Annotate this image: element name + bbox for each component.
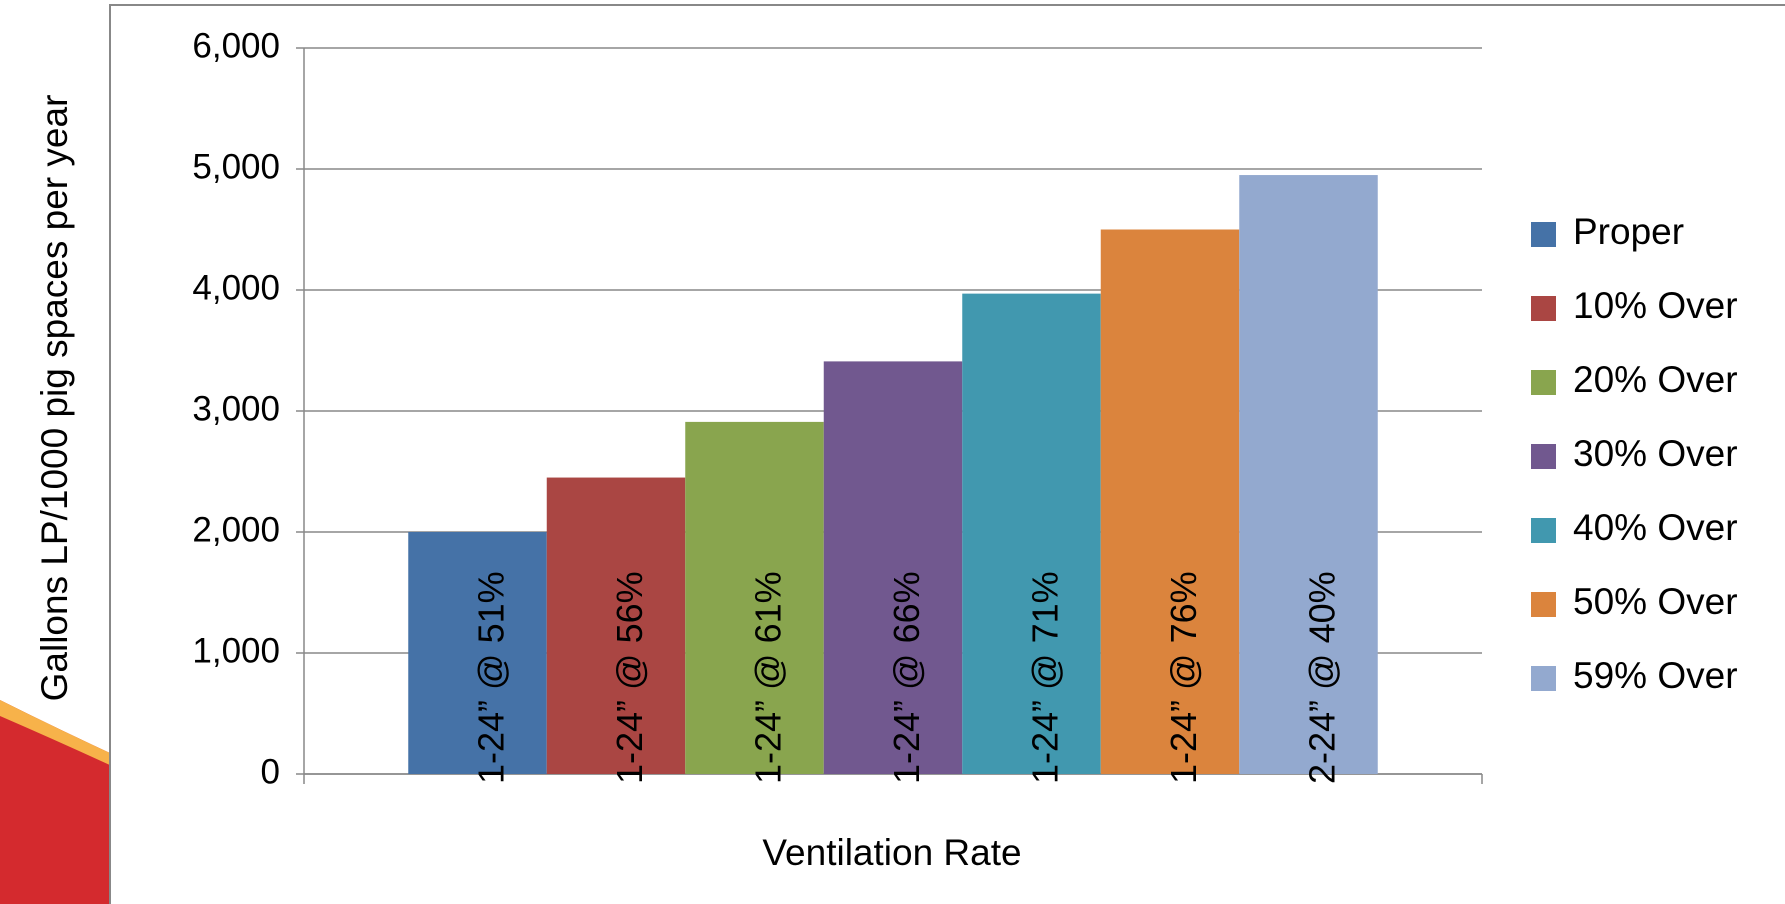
legend-swatch: [1531, 222, 1556, 247]
bar: [1100, 229, 1240, 774]
legend-swatch: [1531, 518, 1556, 543]
bar-annotation: 1-24” @ 76%: [1163, 571, 1204, 784]
bar: [823, 361, 963, 774]
bar: [962, 293, 1101, 774]
bar-annotation: 2-24” @ 40%: [1302, 571, 1343, 784]
legend-label: 20% Over: [1573, 359, 1738, 400]
y-tick-label: 5,000: [192, 147, 280, 186]
bar-annotation: 1-24” @ 71%: [1025, 571, 1066, 784]
y-tick-label: 2,000: [192, 510, 280, 549]
y-tick-label: 6,000: [192, 26, 280, 65]
bar: [408, 532, 547, 774]
y-axis-label: Gallons LP/1000 pig spaces per year: [34, 95, 75, 702]
bar-annotation: 1-24” @ 66%: [886, 571, 927, 784]
legend-label: 30% Over: [1573, 433, 1738, 474]
legend-label: 59% Over: [1573, 655, 1738, 696]
y-tick-label: 3,000: [192, 389, 280, 428]
slide-decoration-stripe: [0, 700, 125, 772]
legend-label: 50% Over: [1573, 581, 1738, 622]
x-axis-label: Ventilation Rate: [762, 832, 1021, 873]
bar: [685, 421, 824, 774]
legend-swatch: [1531, 370, 1556, 395]
bar: [1239, 175, 1378, 775]
bar-annotation: 1-24” @ 51%: [471, 571, 512, 784]
bar-annotation: 1-24” @ 56%: [609, 571, 650, 784]
y-tick-label: 4,000: [192, 268, 280, 307]
bar-annotation: 1-24” @ 61%: [748, 571, 789, 784]
y-tick-label: 0: [261, 752, 280, 791]
legend-label: 40% Over: [1573, 507, 1738, 548]
legend-swatch: [1531, 444, 1556, 469]
legend-swatch: [1531, 296, 1556, 321]
legend-label: 10% Over: [1573, 285, 1738, 326]
legend-label: Proper: [1573, 211, 1684, 252]
legend-swatch: [1531, 592, 1556, 617]
bar: [546, 477, 686, 774]
y-tick-label: 1,000: [192, 631, 280, 670]
legend-swatch: [1531, 666, 1556, 691]
